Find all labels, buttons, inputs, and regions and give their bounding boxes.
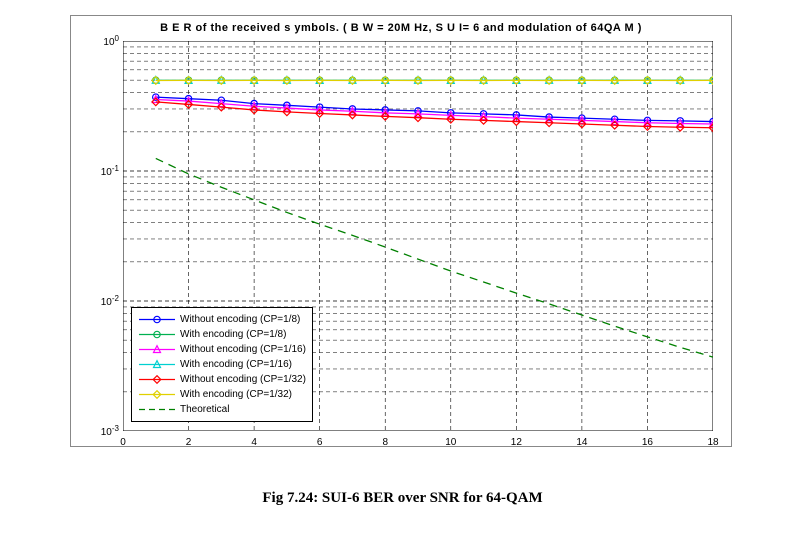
legend-row: Without encoding (CP=1/32) <box>138 372 306 387</box>
y-tick-label: 10-2 <box>101 294 119 308</box>
legend-swatch <box>138 402 176 417</box>
x-tick-label: 18 <box>707 437 718 448</box>
legend-label: Without encoding (CP=1/16) <box>180 342 306 357</box>
y-tick-label: 10-3 <box>101 424 119 438</box>
legend-swatch <box>138 372 176 387</box>
legend-swatch <box>138 357 176 372</box>
chart-figure: B E R of the received s ymbols. ( B W = … <box>70 15 732 447</box>
legend-row: Without encoding (CP=1/16) <box>138 342 306 357</box>
legend-swatch <box>138 342 176 357</box>
y-tick-label: 100 <box>103 34 119 48</box>
legend-label: Theoretical <box>180 402 229 417</box>
legend-row: With encoding (CP=1/8) <box>138 327 306 342</box>
x-tick-label: 16 <box>642 437 653 448</box>
x-tick-label: 6 <box>317 437 323 448</box>
legend-label: With encoding (CP=1/16) <box>180 357 292 372</box>
legend-swatch <box>138 312 176 327</box>
legend-label: Without encoding (CP=1/8) <box>180 312 300 327</box>
chart-title: B E R of the received s ymbols. ( B W = … <box>71 22 731 34</box>
x-tick-label: 2 <box>186 437 192 448</box>
legend-row: With encoding (CP=1/16) <box>138 357 306 372</box>
x-tick-label: 14 <box>576 437 587 448</box>
legend: Without encoding (CP=1/8)With encoding (… <box>131 307 313 422</box>
legend-label: With encoding (CP=1/32) <box>180 387 292 402</box>
y-tick-label: 10-1 <box>101 164 119 178</box>
legend-row: With encoding (CP=1/32) <box>138 387 306 402</box>
legend-swatch <box>138 327 176 342</box>
figure-caption: Fig 7.24: SUI-6 BER over SNR for 64-QAM <box>0 490 805 507</box>
legend-row: Without encoding (CP=1/8) <box>138 312 306 327</box>
legend-row: Theoretical <box>138 402 306 417</box>
x-tick-label: 4 <box>251 437 257 448</box>
legend-swatch <box>138 387 176 402</box>
x-tick-label: 12 <box>511 437 522 448</box>
legend-label: Without encoding (CP=1/32) <box>180 372 306 387</box>
x-tick-label: 10 <box>445 437 456 448</box>
legend-label: With encoding (CP=1/8) <box>180 327 286 342</box>
x-tick-label: 8 <box>382 437 388 448</box>
x-tick-label: 0 <box>120 437 126 448</box>
